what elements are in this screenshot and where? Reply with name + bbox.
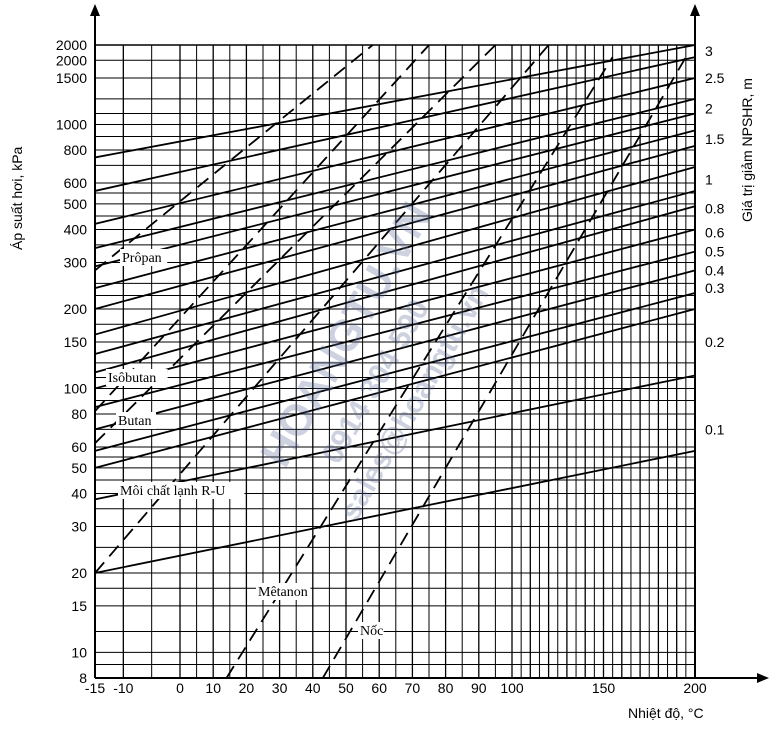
y-right-tick-label: 0.3	[705, 280, 725, 296]
curve-label-bg	[120, 249, 168, 266]
y-tick-label: 8	[79, 670, 87, 686]
x-tick-label: 90	[471, 680, 487, 696]
y-right-axis-arrow	[690, 4, 700, 16]
series-curve	[322, 56, 687, 679]
y-right-tick-label: 0.8	[705, 201, 725, 217]
x-tick-label: 10	[205, 680, 221, 696]
y-tick-label: 800	[64, 142, 88, 158]
y-right-tick-label: 0.2	[705, 334, 725, 350]
npshr-line	[94, 269, 696, 431]
series-curve	[94, 44, 430, 412]
y-tick-label: 300	[64, 254, 88, 270]
npshr-line	[94, 450, 696, 574]
y-right-tick-label: 2	[705, 100, 713, 116]
npshr-line	[94, 292, 696, 452]
y-tick-label: 1500	[56, 70, 87, 86]
npshr-line	[94, 166, 696, 336]
x-tick-label: 200	[683, 680, 707, 696]
axes	[90, 4, 769, 683]
y-axis-title: Áp suất hơi, kPa	[9, 146, 25, 250]
y-right-tick-label: 0.1	[705, 421, 725, 437]
npshr-line	[94, 112, 696, 268]
x-axis-arrow	[757, 673, 769, 683]
curve-label-bg	[106, 369, 168, 386]
x-tick-label: 150	[592, 680, 616, 696]
npshr-line	[94, 98, 696, 250]
series-curve	[225, 56, 614, 679]
x-tick-label: 50	[338, 680, 354, 696]
x-tick-label: 70	[405, 680, 421, 696]
y-tick-label: 40	[71, 485, 87, 501]
y-tick-label: 200	[64, 301, 88, 317]
curve-label-bg	[116, 412, 156, 429]
y-tick-label: 15	[71, 598, 87, 614]
y-tick-label: 600	[64, 175, 88, 191]
curve-label: Mêtanon	[258, 585, 308, 600]
curve-label: Môi chất lạnh R-U	[120, 484, 225, 499]
x-tick-label: -10	[113, 680, 133, 696]
y-tick-label: 10	[71, 644, 87, 660]
curve-label: Isôbutan	[108, 371, 156, 386]
x-tick-label: 60	[371, 680, 387, 696]
y-right-tick-label: 1.5	[705, 131, 725, 147]
y-right-tick-label: 0.5	[705, 244, 725, 260]
npshr-line	[94, 144, 696, 310]
x-tick-label: 0	[176, 680, 184, 696]
npshr-line	[94, 308, 696, 469]
npshr-line	[94, 374, 696, 501]
y-right-axis-title: Giá trị giảm NPSHR, m	[739, 78, 755, 222]
npshr-line	[94, 190, 696, 355]
y-right-tick-label: 2.5	[705, 70, 725, 86]
y-tick-label: 1000	[56, 116, 87, 132]
y-tick-label: 80	[71, 406, 87, 422]
x-tick-label: 80	[438, 680, 454, 696]
y-tick-label: 150	[64, 334, 88, 350]
x-tick-label: 30	[272, 680, 288, 696]
x-tick-label: -15	[85, 680, 105, 696]
y-tick-label: 20	[71, 565, 87, 581]
x-axis-title: Nhiệt độ, °C	[628, 705, 704, 721]
y-right-tick-label: 0.6	[705, 224, 725, 240]
y-tick-label: 2000	[56, 37, 87, 53]
y-tick-label: 100	[64, 380, 88, 396]
y-tick-label: 2000	[56, 52, 87, 68]
y-tick-label: 30	[71, 518, 87, 534]
y-right-tick-label: 1	[705, 171, 713, 187]
curve-label: Prôpan	[122, 251, 162, 266]
npshr-line	[94, 129, 696, 289]
watermark: HOANGTU.VN 0914 304 590 sales@hoangtu.vn	[251, 194, 495, 526]
npshr-line	[94, 250, 696, 408]
npshr-line	[94, 44, 696, 159]
npshr-reference-lines	[94, 44, 696, 574]
y-tick-label: 50	[71, 460, 87, 476]
y-tick-label: 500	[64, 196, 88, 212]
curve-label: Nốc	[360, 624, 383, 639]
x-tick-label: 40	[305, 680, 321, 696]
y-tick-label: 400	[64, 222, 88, 238]
npshr-line	[94, 228, 696, 390]
y-axis-arrow	[90, 4, 100, 16]
curve-label-bg	[118, 482, 245, 499]
curve-labels: Prôpan Isôbutan Butan Môi chất lạnh R-U Mêta…	[106, 249, 384, 639]
y-right-tick-label: 0.4	[705, 262, 725, 278]
curve-label-bg	[256, 583, 311, 600]
x-tick-label: 20	[239, 680, 255, 696]
series-curve	[94, 44, 374, 272]
x-tick-labels: -15 -10 0 10 20 30 40 50 60 70 80 90 100 150 200	[85, 680, 707, 696]
y-right-tick-labels: 3 2.5 2 1.5 1 0.8 0.6 0.5 0.4 0.3 0.2 0.1	[705, 43, 725, 437]
y-right-tick-label: 3	[705, 43, 713, 59]
curve-label: Butan	[118, 414, 151, 429]
npshr-line	[94, 77, 696, 225]
npshr-line	[94, 56, 696, 192]
y-tick-label: 60	[71, 439, 87, 455]
x-tick-label: 100	[500, 680, 524, 696]
curve-label-bg	[358, 622, 384, 639]
